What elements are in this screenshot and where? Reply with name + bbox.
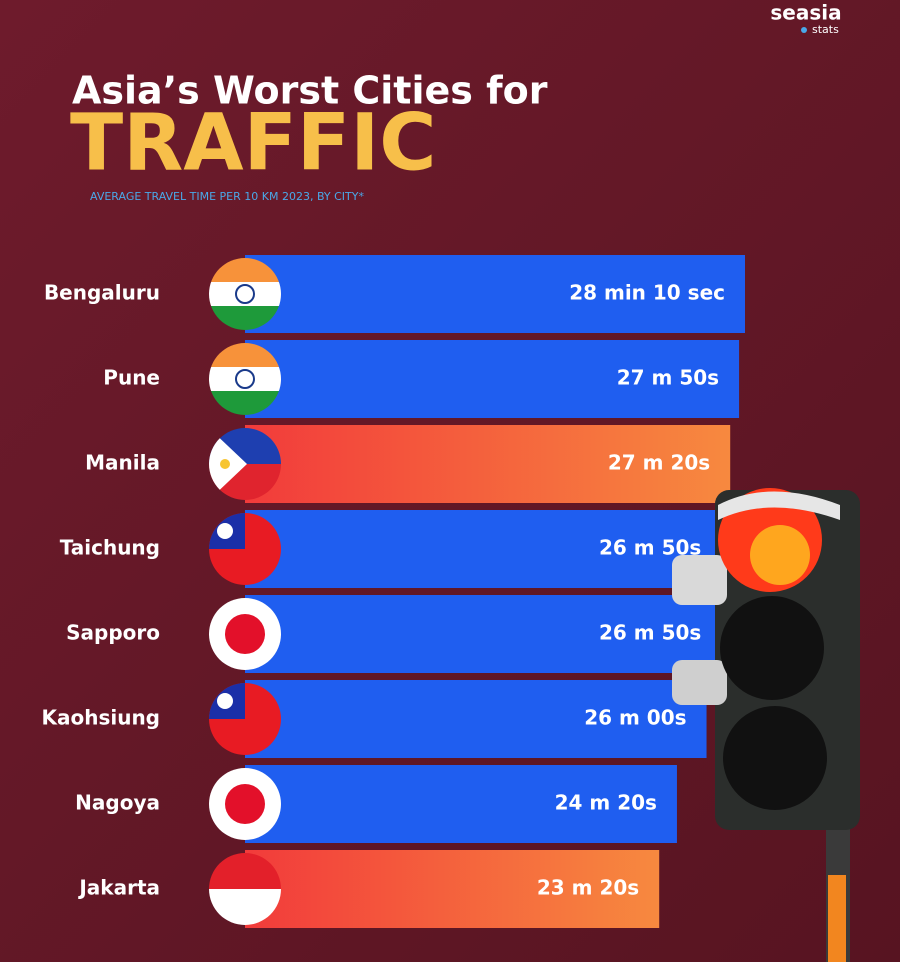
flag-body (209, 258, 281, 330)
chart-title-emphasis: TRAFFIC (70, 98, 436, 188)
value-label: 23 m 20s (537, 876, 639, 900)
flag-body (209, 513, 281, 585)
category-label: Taichung (60, 536, 160, 560)
chart-subtitle: AVERAGE TRAVEL TIME PER 10 KM 2023, BY C… (90, 190, 364, 203)
chart-title: Asia’s Worst Cities for (72, 69, 548, 113)
brand-sub: stats (812, 23, 839, 36)
value-label: 26 m 00s (584, 706, 686, 730)
chakra (235, 369, 255, 389)
value-label: 27 m 50s (617, 366, 719, 390)
amber-lamp (720, 596, 824, 700)
sun (217, 693, 233, 709)
bar (245, 340, 740, 418)
value-label: 28 min 10 sec (569, 281, 725, 305)
category-label: Bengaluru (44, 281, 160, 305)
category-label: Sapporo (66, 621, 160, 645)
snow (672, 660, 727, 705)
flag (209, 598, 281, 670)
brand: seasia (770, 1, 841, 25)
flag (209, 683, 281, 755)
bar (245, 425, 731, 503)
value-label: 24 m 20s (555, 791, 657, 815)
value-label: 26 m 50s (599, 621, 701, 645)
green-lamp (723, 706, 827, 810)
category-label: Jakarta (77, 876, 160, 900)
category-label: Pune (103, 366, 160, 390)
flag (209, 258, 281, 330)
value-label: 27 m 20s (608, 451, 710, 475)
flag-body (209, 853, 281, 925)
bar (245, 765, 677, 843)
flag-body (209, 343, 281, 415)
bar (245, 510, 722, 588)
bar (245, 595, 722, 673)
flag-body (209, 598, 281, 670)
chakra (235, 284, 255, 304)
bar (245, 850, 660, 928)
sun (220, 459, 230, 469)
bar (245, 680, 707, 758)
snow-top (718, 491, 840, 520)
disc (225, 784, 265, 824)
category-label: Kaohsiung (41, 706, 160, 730)
category-label: Manila (85, 451, 160, 475)
flag (209, 343, 281, 415)
pole-light (828, 875, 846, 962)
disc (225, 614, 265, 654)
rows: Bengaluru Pune Manila Taichung Sapporo Kaohsi… (41, 255, 745, 928)
flag (209, 428, 281, 500)
category-label: Nagoya (75, 791, 160, 815)
sun (217, 523, 233, 539)
snow (672, 555, 727, 605)
flag-body (209, 683, 281, 755)
flag-body (209, 768, 281, 840)
flag (209, 513, 281, 585)
brand-dot (801, 27, 807, 33)
flag (209, 768, 281, 840)
flag (209, 853, 281, 925)
traffic-light (672, 488, 860, 962)
bar (245, 255, 745, 333)
flag-body (209, 428, 281, 500)
red-lamp-glow (750, 525, 810, 585)
value-label: 26 m 50s (599, 536, 701, 560)
